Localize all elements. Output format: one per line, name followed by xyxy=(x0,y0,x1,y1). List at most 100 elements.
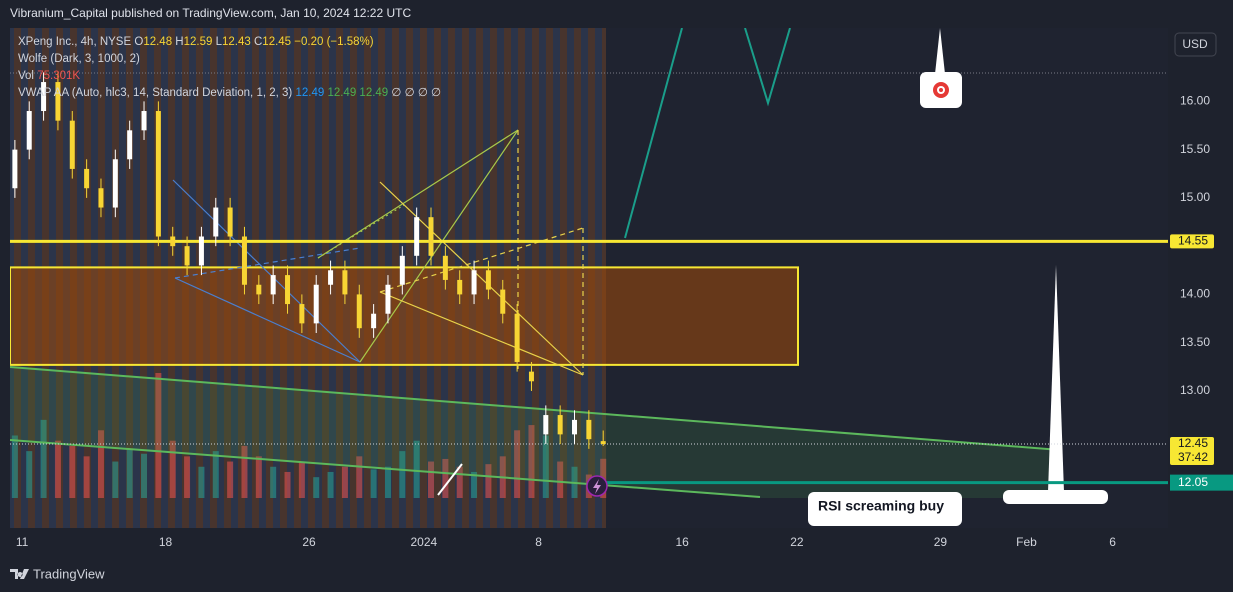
volume-bar xyxy=(456,466,463,498)
value: 12.48 xyxy=(143,36,172,48)
volume-bar xyxy=(54,440,61,498)
last-price-box xyxy=(1170,437,1214,466)
legend-row: XPeng Inc., 4h, NYSE O12.48 H12.59 L12.4… xyxy=(18,36,374,48)
volume-bar xyxy=(284,471,291,498)
value: 12.43 xyxy=(222,36,251,48)
candle-body xyxy=(241,236,247,285)
callout-spike xyxy=(1048,265,1064,492)
candle-body xyxy=(471,270,477,295)
volume-bar xyxy=(40,419,47,498)
target-icon xyxy=(939,88,943,92)
vol-key: Vol xyxy=(18,70,34,82)
volume-bar xyxy=(26,451,33,498)
candle-body xyxy=(500,289,506,314)
change: −0.20 (−1.58%) xyxy=(294,36,373,48)
volume-bar xyxy=(384,466,391,498)
annotation-box xyxy=(808,492,962,526)
volume-bar xyxy=(298,461,305,498)
volume-bar xyxy=(542,435,549,498)
candle-body xyxy=(399,255,405,285)
candle-body xyxy=(198,236,204,266)
projection-line xyxy=(624,28,683,239)
y-tick-label: 16.00 xyxy=(1180,94,1210,108)
under-layer xyxy=(10,266,799,498)
volume-bar xyxy=(255,456,262,498)
candle-body xyxy=(127,130,133,160)
volume-bar xyxy=(413,440,420,498)
candle-body xyxy=(485,270,491,290)
volume-bar xyxy=(97,430,104,498)
candle-body xyxy=(385,284,391,314)
volume-bar xyxy=(270,466,277,498)
candle-body xyxy=(285,275,291,305)
candle-body xyxy=(342,270,348,295)
key: L xyxy=(216,36,223,48)
candle-body xyxy=(299,304,305,324)
y-tick-label: 15.00 xyxy=(1180,190,1210,204)
footer-brand: TradingView xyxy=(33,566,105,581)
key: H xyxy=(175,36,183,48)
candle-body xyxy=(543,415,549,435)
volume-bar xyxy=(485,464,492,498)
candle-body xyxy=(112,159,118,208)
wolfe-line xyxy=(379,291,584,376)
volume-bar xyxy=(428,461,435,498)
vol-value: 75.301K xyxy=(37,70,80,82)
header: Vibranium_Capital published on TradingVi… xyxy=(10,6,411,20)
volume-bar xyxy=(11,435,18,498)
candle-body xyxy=(528,371,534,382)
candle-body xyxy=(69,120,75,169)
candle-body xyxy=(227,207,233,237)
key: O xyxy=(134,36,143,48)
volume-bar xyxy=(528,425,535,498)
x-tick-label: 29 xyxy=(934,535,948,549)
x-tick-label: 2024 xyxy=(410,535,437,549)
arrow xyxy=(437,463,463,496)
vwap-value: 12.49 xyxy=(327,87,356,99)
candle-body xyxy=(572,419,578,435)
candle-body xyxy=(155,111,161,237)
x-tick-label: 22 xyxy=(790,535,804,549)
candle-body xyxy=(600,441,606,445)
candle-body xyxy=(170,236,176,247)
volume-bar xyxy=(169,440,176,498)
candle-body xyxy=(313,284,319,324)
volume-bar xyxy=(241,445,248,498)
projection-line xyxy=(744,28,791,107)
candle-body xyxy=(371,313,377,329)
key: C xyxy=(254,36,262,48)
volume-bar xyxy=(155,373,162,498)
resistance-label: 14.55 xyxy=(1178,233,1208,247)
volume-bar xyxy=(112,461,119,498)
volume-bar xyxy=(212,451,219,498)
volume-bar xyxy=(442,458,449,498)
x-tick-label: 26 xyxy=(302,535,316,549)
vwap-value: 12.49 xyxy=(359,87,388,99)
drawings xyxy=(10,28,1108,504)
legend-row: VWAP AA (Auto, hlc3, 14, Standard Deviat… xyxy=(18,87,441,99)
value: 12.45 xyxy=(262,36,291,48)
x-tick-label: 18 xyxy=(159,535,173,549)
currency[interactable]: USD xyxy=(1182,37,1208,51)
candle-body xyxy=(270,275,276,295)
volume-bar xyxy=(141,453,148,498)
wolfe-line xyxy=(317,204,405,259)
currency-button[interactable] xyxy=(1174,32,1217,57)
x-tick-label: 8 xyxy=(535,535,542,549)
volume-bar xyxy=(313,477,320,498)
candle-body xyxy=(141,111,147,131)
x-tick-label: 6 xyxy=(1109,535,1116,549)
candle-body xyxy=(41,82,47,112)
y-tick-label: 15.50 xyxy=(1180,142,1210,156)
y-tick-label: 14.00 xyxy=(1180,287,1210,301)
support-label: 12.05 xyxy=(1178,475,1208,489)
logo xyxy=(10,569,29,579)
event-icon xyxy=(593,479,601,494)
candle-body xyxy=(356,294,362,329)
channel-fill xyxy=(10,367,1060,498)
channel-lower xyxy=(10,439,761,498)
volume-bar xyxy=(471,471,478,498)
countdown: 37:42 xyxy=(1178,450,1208,464)
volume-bar xyxy=(514,430,521,498)
